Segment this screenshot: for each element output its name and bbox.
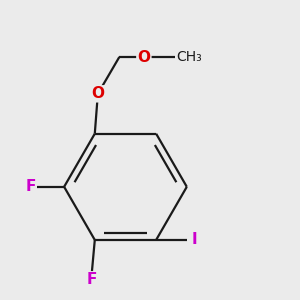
Text: O: O: [92, 86, 104, 101]
Text: CH₃: CH₃: [176, 50, 202, 64]
Text: O: O: [137, 50, 150, 64]
Text: F: F: [86, 272, 97, 287]
Text: I: I: [192, 232, 197, 247]
Text: F: F: [25, 179, 36, 194]
